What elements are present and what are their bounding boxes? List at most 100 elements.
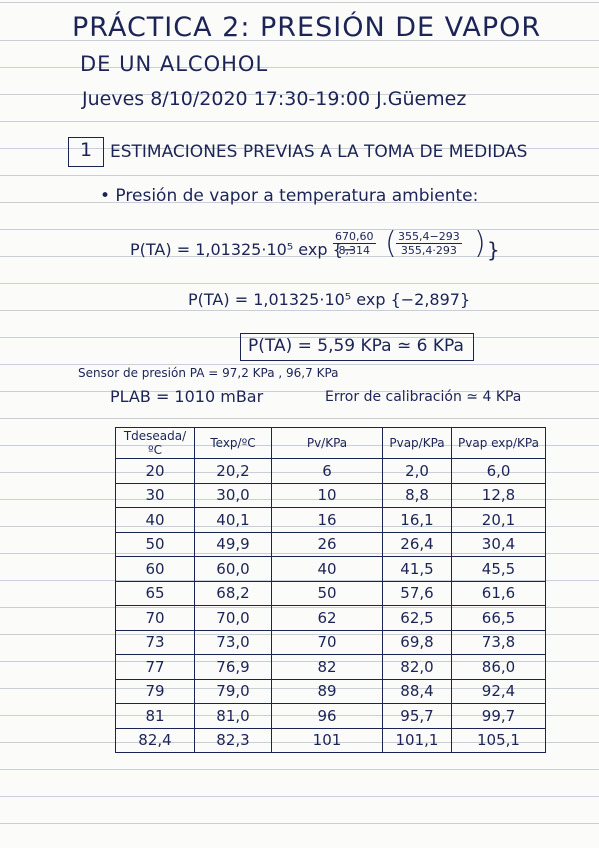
table-cell: 50 [271,580,383,606]
table-cell: 92,4 [451,678,546,704]
table-cell: 40 [115,507,195,533]
table-cell: 105,1 [451,727,546,753]
table-cell: 62,5 [382,605,452,631]
data-table: Tdeseada/ºC Texp/ºC Pv/KPa Pvap/KPa Pvap exp… [115,427,546,753]
title-line: DE UN ALCOHOL [80,52,269,76]
table-row: 20 20,2 6 2,0 6,0 [115,458,546,484]
calibration-error: Error de calibración ≃ 4 KPa [325,389,522,405]
fraction: 355,4−293 355,4·293 [396,230,462,257]
table-row: 65 68,2 50 57,6 61,6 [115,580,546,606]
table-cell: 8,8 [382,482,452,508]
table-cell: 68,2 [194,580,272,606]
table-row: 79 79,0 89 88,4 92,4 [115,678,546,704]
table-cell: 30,4 [451,531,546,557]
table-cell: 20,2 [194,458,272,484]
table-cell: 101 [271,727,383,753]
table-row: 73 73,0 70 69,8 73,8 [115,629,546,655]
table-cell: 26,4 [382,531,452,557]
title-line: PRÁCTICA 2: PRESIÓN DE VAPOR [72,12,542,43]
table-cell: 41,5 [382,556,452,582]
table-cell: 50 [115,531,195,557]
table-cell: 73,0 [194,629,272,655]
table-cell: 6 [271,458,383,484]
table-cell: 26 [271,531,383,557]
bullet-text: • Presión de vapor a temperatura ambient… [100,186,479,206]
lab-pressure: PLAB = 1010 mBar [110,387,264,406]
header-cell: Texp/ºC [194,427,272,459]
table-cell: 20,1 [451,507,546,533]
header-row: Tdeseada/ºC Texp/ºC Pv/KPa Pvap/KPa Pvap exp… [115,427,546,459]
header-cell: Pvap/KPa [382,427,452,459]
date-line: Jueves 8/10/2020 17:30-19:00 J.Güemez [82,88,467,110]
table-cell: 89 [271,678,383,704]
table-cell: 81 [115,703,195,729]
table-cell: 70,0 [194,605,272,631]
table-cell: 65 [115,580,195,606]
section-number: 1 [80,139,93,161]
paren: ( [385,226,397,261]
table-cell: 76,9 [194,654,272,680]
table-cell: 82,4 [115,727,195,753]
table-cell: 49,9 [194,531,272,557]
header-cell: Pvap exp/KPa [451,427,546,459]
paren: ) [474,226,486,261]
table-cell: 82 [271,654,383,680]
table-cell: 6,0 [451,458,546,484]
table-cell: 69,8 [382,629,452,655]
table-row: 30 30,0 10 8,8 12,8 [115,482,546,508]
table-cell: 10 [271,482,383,508]
table-cell: 70 [115,605,195,631]
section-box [68,137,104,167]
table-cell: 77 [115,654,195,680]
table-cell: 61,6 [451,580,546,606]
table-cell: 66,5 [451,605,546,631]
table-cell: 82,3 [194,727,272,753]
table-cell: 2,0 [382,458,452,484]
table-cell: 86,0 [451,654,546,680]
fraction: 670,60 8,314 [333,230,376,257]
numerator: 670,60 [333,230,376,244]
result-box [240,333,474,361]
table-cell: 101,1 [382,727,452,753]
sensor-note: Sensor de presión PA = 97,2 KPa , 96,7 K… [78,366,339,380]
denominator: 8,314 [338,244,371,257]
table-cell: 20 [115,458,195,484]
result: P(TA) = 5,59 KPa ≃ 6 KPa [248,336,464,356]
table-cell: 88,4 [382,678,452,704]
table-cell: 95,7 [382,703,452,729]
table-cell: 82,0 [382,654,452,680]
table-cell: 79,0 [194,678,272,704]
table-cell: 12,8 [451,482,546,508]
header-cell: Pv/KPa [271,427,383,459]
table-cell: 30,0 [194,482,272,508]
numerator: 355,4−293 [396,230,462,244]
table-cell: 62 [271,605,383,631]
table-cell: 81,0 [194,703,272,729]
table-row: 81 81,0 96 95,7 99,7 [115,703,546,729]
denominator: 355,4·293 [400,244,457,257]
equation: P(TA) = 1,01325·10⁵ exp {− [130,240,357,259]
table-cell: 30 [115,482,195,508]
table-cell: 40,1 [194,507,272,533]
table-cell: 45,5 [451,556,546,582]
table-cell: 70 [271,629,383,655]
table-cell: 73,8 [451,629,546,655]
table-cell: 60 [115,556,195,582]
equation: P(TA) = 1,01325·10⁵ exp {−2,897} [188,290,471,309]
table-cell: 16 [271,507,383,533]
table-cell: 16,1 [382,507,452,533]
table-cell: 79 [115,678,195,704]
header-cell: Tdeseada/ºC [115,427,195,459]
table-cell: 73 [115,629,195,655]
table-cell: 60,0 [194,556,272,582]
table-row: 82,4 82,3 101 101,1 105,1 [115,727,546,753]
table-cell: 40 [271,556,383,582]
equation: } [487,238,500,262]
table-row: 50 49,9 26 26,4 30,4 [115,531,546,557]
table-row: 77 76,9 82 82,0 86,0 [115,654,546,680]
table-row: 70 70,0 62 62,5 66,5 [115,605,546,631]
section-title: ESTIMACIONES PREVIAS A LA TOMA DE MEDIDA… [110,142,528,162]
table-cell: 96 [271,703,383,729]
table-row: 40 40,1 16 16,1 20,1 [115,507,546,533]
